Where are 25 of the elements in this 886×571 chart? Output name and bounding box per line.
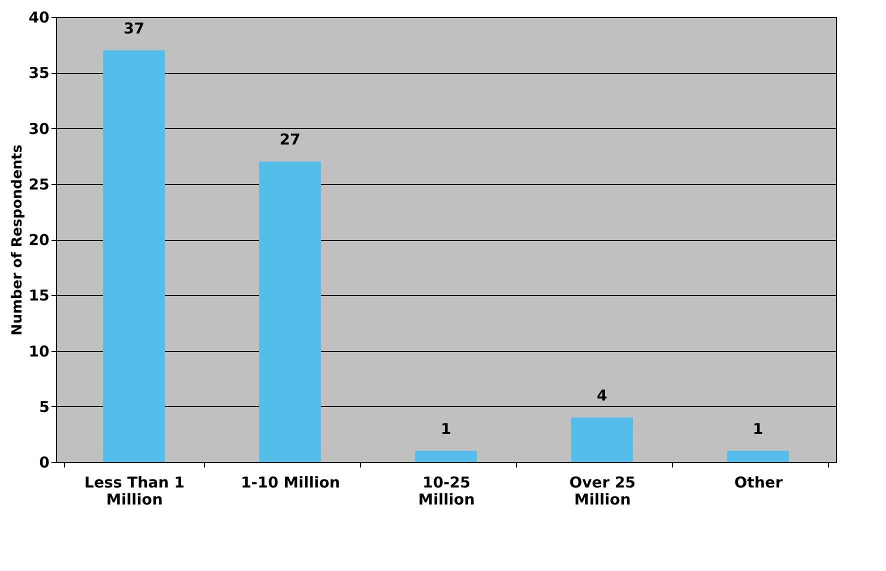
y-tick-label: 10 (28, 342, 50, 360)
data-label: 1 (752, 420, 764, 438)
data-label: 27 (280, 130, 300, 149)
x-tick-label: 1-10 Million (240, 474, 340, 492)
y-tick-label: 40 (28, 8, 50, 26)
data-label: 37 (124, 19, 144, 38)
bar (259, 162, 321, 462)
y-axis-title: Number of Respondents (10, 144, 26, 336)
bar (415, 450, 477, 462)
y-tick-label: 0 (39, 454, 50, 472)
y-tick-label: 25 (28, 175, 50, 194)
x-tick-label: 10-25 Million (418, 474, 475, 508)
bar (727, 450, 789, 462)
x-tick-label: Over 25 Million (569, 474, 636, 508)
bar (103, 50, 165, 462)
y-tick-label: 35 (28, 64, 50, 82)
y-tick-label: 5 (39, 398, 50, 416)
y-tick-label: 15 (28, 286, 50, 305)
data-label: 4 (596, 386, 608, 404)
y-tick-label: 20 (28, 231, 50, 249)
data-label: 1 (440, 420, 452, 438)
y-tick-label: 30 (28, 120, 50, 138)
x-tick-label: Less Than 1 Million (84, 474, 185, 508)
x-tick-label: Other (734, 474, 784, 492)
bar (571, 418, 633, 462)
